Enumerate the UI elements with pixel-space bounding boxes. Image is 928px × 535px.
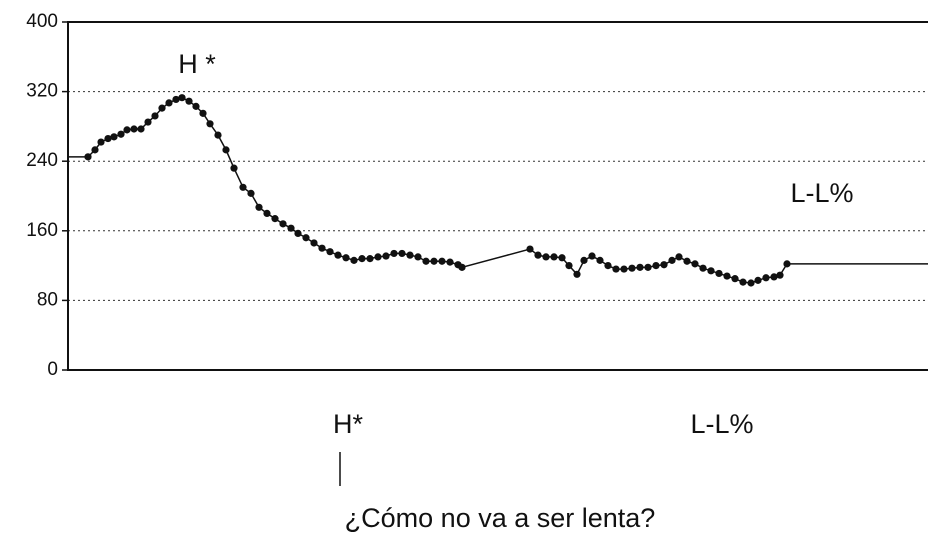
pitch-point (776, 271, 784, 279)
pitch-point (620, 265, 628, 273)
pitch-point (199, 109, 207, 117)
pitch-point (222, 146, 230, 154)
pitch-point (294, 229, 302, 238)
pitch-point (151, 112, 159, 120)
pitch-point (310, 239, 318, 247)
y-tick-label: 320 (26, 81, 58, 102)
pitch-point (715, 269, 723, 278)
pitch-point (358, 255, 366, 263)
pitch-point (406, 251, 414, 259)
pitch-point (414, 253, 422, 261)
pitch-point (636, 263, 644, 271)
pitch-point (214, 131, 222, 139)
pitch-point (374, 253, 382, 261)
pitch-point (350, 256, 358, 264)
pitch-point (628, 264, 636, 272)
pitch-point (110, 133, 118, 141)
pitch-point (123, 126, 131, 134)
pitch-point (683, 257, 691, 265)
pitch-point (438, 257, 446, 265)
pitch-point (762, 274, 770, 282)
annotation: ¿Cómo no va a ser lenta? (345, 503, 656, 533)
pitch-point (144, 118, 152, 126)
y-tick-label: 240 (26, 150, 58, 171)
pitch-point (366, 255, 374, 263)
pitch-point (422, 257, 430, 265)
pitch-point (165, 99, 173, 107)
pitch-point (172, 95, 180, 104)
pitch-point (604, 262, 612, 270)
pitch-point (430, 257, 438, 265)
annotation: H* (333, 409, 363, 439)
pitch-point (255, 203, 263, 211)
y-tick-label: 160 (26, 220, 58, 241)
annotation: L-L% (690, 409, 753, 439)
annotation: H * (178, 49, 216, 79)
pitch-point (446, 258, 454, 266)
pitch-point (271, 215, 279, 223)
y-tick-label: 80 (37, 289, 58, 310)
pitch-point (192, 102, 200, 110)
pitch-point (279, 220, 287, 228)
pitch-point (668, 256, 676, 264)
pitch-point (588, 252, 596, 260)
pitch-point (644, 263, 652, 271)
pitch-point (287, 224, 295, 232)
pitch-point (91, 146, 99, 154)
pitch-point (263, 209, 271, 217)
pitch-point (158, 104, 166, 112)
pitch-point (318, 244, 326, 252)
pitch-point (707, 267, 715, 275)
pitch-point (723, 272, 731, 280)
pitch-point (558, 254, 566, 262)
pitch-point (731, 275, 739, 283)
y-tick-label: 400 (26, 11, 58, 32)
pitch-point (247, 189, 255, 197)
pitch-point (178, 94, 186, 102)
pitch-point (612, 265, 620, 273)
pitch-point (239, 183, 247, 191)
pitch-point (565, 262, 573, 270)
pitch-point (739, 278, 747, 286)
pitch-point (390, 249, 398, 258)
pitch-point (770, 273, 778, 281)
pitch-point (542, 253, 550, 261)
pitch-point (302, 234, 310, 242)
pitch-point (206, 120, 214, 128)
pitch-point (97, 138, 105, 146)
pitch-point (550, 253, 558, 261)
pitch-point (573, 270, 581, 278)
pitch-point (526, 245, 534, 253)
pitch-point (342, 254, 350, 262)
pitch-point (458, 263, 466, 271)
y-tick-label: 0 (47, 359, 58, 380)
annotation: L-L% (790, 178, 853, 208)
pitch-point (104, 134, 112, 143)
pitch-point (580, 256, 588, 264)
pitch-point (691, 260, 699, 268)
pitch-point (754, 276, 762, 284)
pitch-point (230, 164, 238, 172)
pitch-point (747, 279, 755, 287)
pitch-point (398, 249, 406, 258)
pitch-point (117, 130, 125, 138)
pitch-point (130, 125, 138, 133)
pitch-point (334, 251, 342, 259)
pitch-point (137, 125, 145, 133)
pitch-point (534, 251, 542, 259)
pitch-point (652, 262, 660, 270)
plot-frame (67, 21, 928, 371)
pitch-point (675, 253, 683, 261)
pitch-point (326, 248, 334, 256)
pitch-point (699, 264, 707, 272)
pitch-point (185, 97, 193, 105)
pitch-point (382, 252, 390, 260)
pitch-point (660, 261, 668, 269)
pitch-point (596, 256, 604, 264)
